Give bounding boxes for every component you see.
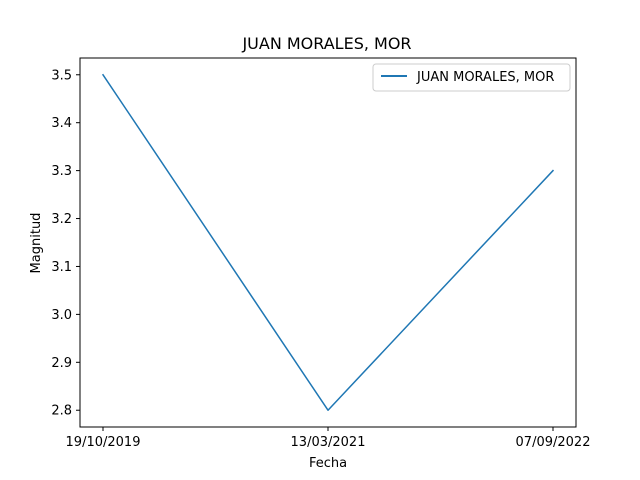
x-axis: 19/10/2019 13/03/2021 07/09/2022 <box>66 427 591 450</box>
y-tick-label: 3.2 <box>51 212 72 227</box>
plot-area <box>101 73 555 411</box>
y-tick-label: 3.4 <box>51 116 72 131</box>
y-tick-label: 2.8 <box>51 404 72 419</box>
chart-title: JUAN MORALES, MOR <box>241 34 411 53</box>
x-tick-label: 07/09/2022 <box>516 435 591 450</box>
legend: JUAN MORALES, MOR <box>372 63 571 92</box>
y-axis: 2.8 2.9 3.0 3.1 3.2 3.3 3.4 3.5 <box>51 68 80 419</box>
y-tick-label: 3.0 <box>51 308 72 323</box>
legend-label: JUAN MORALES, MOR <box>416 70 554 85</box>
y-tick-label: 3.1 <box>51 260 72 275</box>
x-tick-label: 19/10/2019 <box>66 435 141 450</box>
y-tick-label: 2.9 <box>51 356 72 371</box>
y-tick-label: 3.3 <box>51 164 72 179</box>
series-line <box>101 73 555 411</box>
y-axis-label: Magnitud <box>29 213 44 274</box>
legend-box <box>372 63 571 92</box>
y-tick-label: 3.5 <box>51 68 72 83</box>
x-tick-label: 13/03/2021 <box>291 435 366 450</box>
x-axis-label: Fecha <box>309 456 347 471</box>
